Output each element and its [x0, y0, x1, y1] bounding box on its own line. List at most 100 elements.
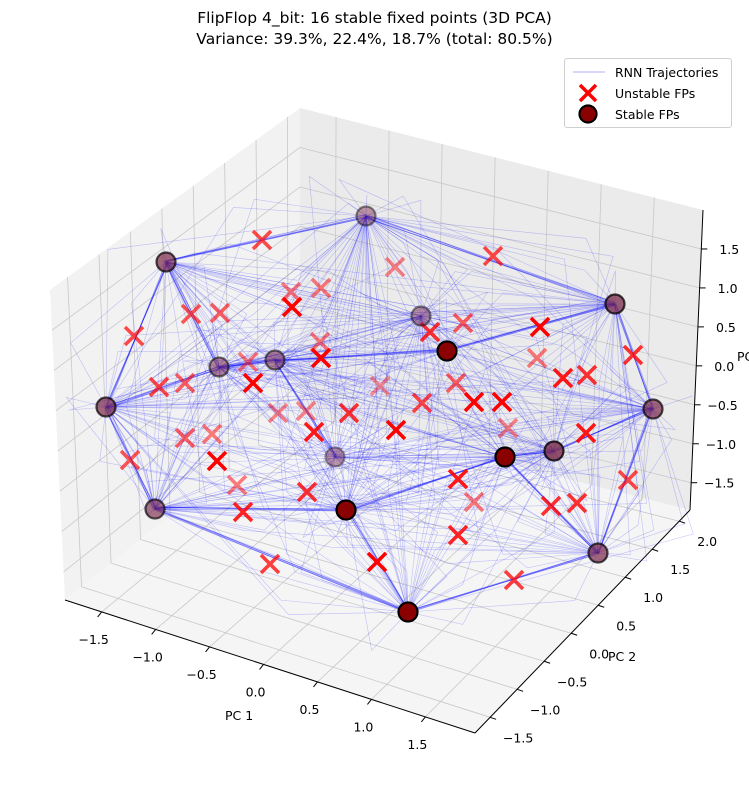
- x-tick-label: 1.5: [407, 737, 427, 752]
- trajectory-line: [154, 215, 367, 510]
- x-axis-label: PC 1: [225, 708, 253, 723]
- unstable-fp-marker: [267, 402, 289, 424]
- trajectory-line: [105, 207, 367, 408]
- trajectory-line: [273, 360, 337, 458]
- trajectory-line: [154, 508, 599, 554]
- grid-line: [229, 468, 626, 578]
- unstable-fp-marker: [251, 229, 273, 251]
- trajectory-line: [420, 271, 616, 317]
- trajectory-line: [446, 302, 616, 352]
- unstable-fp-marker: [482, 245, 504, 267]
- y-tick-label: 1.0: [643, 590, 663, 605]
- grid-line: [299, 186, 700, 289]
- trajectory-line: [373, 315, 422, 613]
- trajectory-line: [304, 215, 367, 469]
- trajectory-line: [345, 215, 381, 511]
- trajectory-line: [105, 406, 336, 458]
- y-tick-label: 2.0: [697, 534, 717, 549]
- trajectory-line: [274, 359, 409, 613]
- trajectory-line: [105, 406, 409, 613]
- trajectory-line: [365, 215, 599, 554]
- grid-line: [591, 184, 602, 486]
- trajectory-line: [596, 408, 654, 554]
- unstable-fp-marker: [123, 325, 145, 347]
- trajectory-line: [105, 342, 448, 408]
- trajectory-line: [165, 261, 555, 452]
- x-tick: [367, 699, 372, 705]
- trajectory-line: [365, 215, 448, 352]
- trajectory-line: [154, 508, 409, 613]
- trajectory-line: [365, 215, 654, 416]
- trajectory-line: [365, 215, 506, 458]
- grid-line: [642, 197, 655, 499]
- trajectory-line: [274, 359, 654, 417]
- trajectory-line: [274, 359, 409, 613]
- unstable-fp-marker: [242, 372, 264, 394]
- trajectory-line: [345, 315, 422, 511]
- grid-line: [255, 140, 260, 446]
- pane-left: [50, 108, 300, 600]
- trajectory-line: [553, 270, 616, 452]
- x-tick: [97, 611, 103, 618]
- trajectory-line: [597, 408, 654, 554]
- trajectory-line: [218, 366, 555, 452]
- trajectory-line: [555, 408, 655, 450]
- trajectory-line: [105, 215, 367, 408]
- trajectory-line: [365, 215, 468, 317]
- trajectory-line: [107, 367, 221, 410]
- grid-line: [101, 420, 336, 613]
- trajectory-line: [105, 215, 367, 408]
- y-tick-label: −1.5: [503, 730, 533, 745]
- trajectories: [65, 175, 694, 652]
- trajectory-line: [308, 215, 367, 458]
- trajectory-line: [302, 456, 347, 539]
- trajectory-line: [165, 261, 220, 368]
- trajectory-line: [365, 215, 506, 458]
- stable-fp-marker: [355, 205, 377, 227]
- trajectory-line: [407, 408, 694, 613]
- grid-line: [130, 231, 141, 540]
- trajectory-line: [544, 450, 599, 554]
- z-tick-label: −1.5: [704, 476, 734, 491]
- unstable-fp-marker: [575, 422, 597, 444]
- trajectory-line: [553, 303, 628, 452]
- trajectory-line: [597, 303, 631, 556]
- trajectory-line: [321, 215, 409, 613]
- unstable-fp-marker: [366, 551, 388, 573]
- tick-labels: −1.5−1.0−0.50.00.51.01.5 −1.5−1.0−0.50.00…: [79, 242, 740, 752]
- trajectory-line: [105, 374, 555, 452]
- unstable-fp-marker: [174, 372, 196, 394]
- trajectory-line: [597, 407, 653, 553]
- trajectory-line: [165, 261, 616, 337]
- trajectory-line: [597, 407, 652, 553]
- trajectory-line: [70, 261, 167, 408]
- trajectory-line: [156, 506, 347, 512]
- unstable-fp-marker: [201, 423, 223, 445]
- trajectory-line: [345, 509, 409, 652]
- trajectory-line: [334, 456, 448, 613]
- stable-fp-marker: [410, 305, 432, 327]
- trajectory-line: [407, 303, 616, 613]
- trajectory-line: [273, 348, 446, 361]
- trajectory-line: [554, 406, 653, 452]
- y-tick: [489, 716, 497, 720]
- trajectory-line: [218, 366, 347, 511]
- unstable-fp-marker: [445, 372, 467, 394]
- trajectory-line: [218, 350, 654, 410]
- trajectory-line: [308, 456, 347, 511]
- stable-fp-marker: [95, 396, 117, 418]
- grid-line: [258, 444, 653, 550]
- trajectory-line: [334, 422, 506, 458]
- trajectory-line: [365, 215, 616, 305]
- trajectory-line: [274, 359, 360, 458]
- trajectory-line: [154, 359, 276, 510]
- legend-label: Unstable FPs: [615, 85, 696, 101]
- unstable-fp-marker: [259, 553, 281, 575]
- unstable-fp-marker: [303, 421, 325, 443]
- trajectory-line: [334, 408, 654, 458]
- unstable-fp-marker: [281, 296, 303, 318]
- x-tick: [313, 681, 318, 688]
- trajectory-line: [345, 450, 555, 511]
- trajectory-line: [105, 406, 156, 510]
